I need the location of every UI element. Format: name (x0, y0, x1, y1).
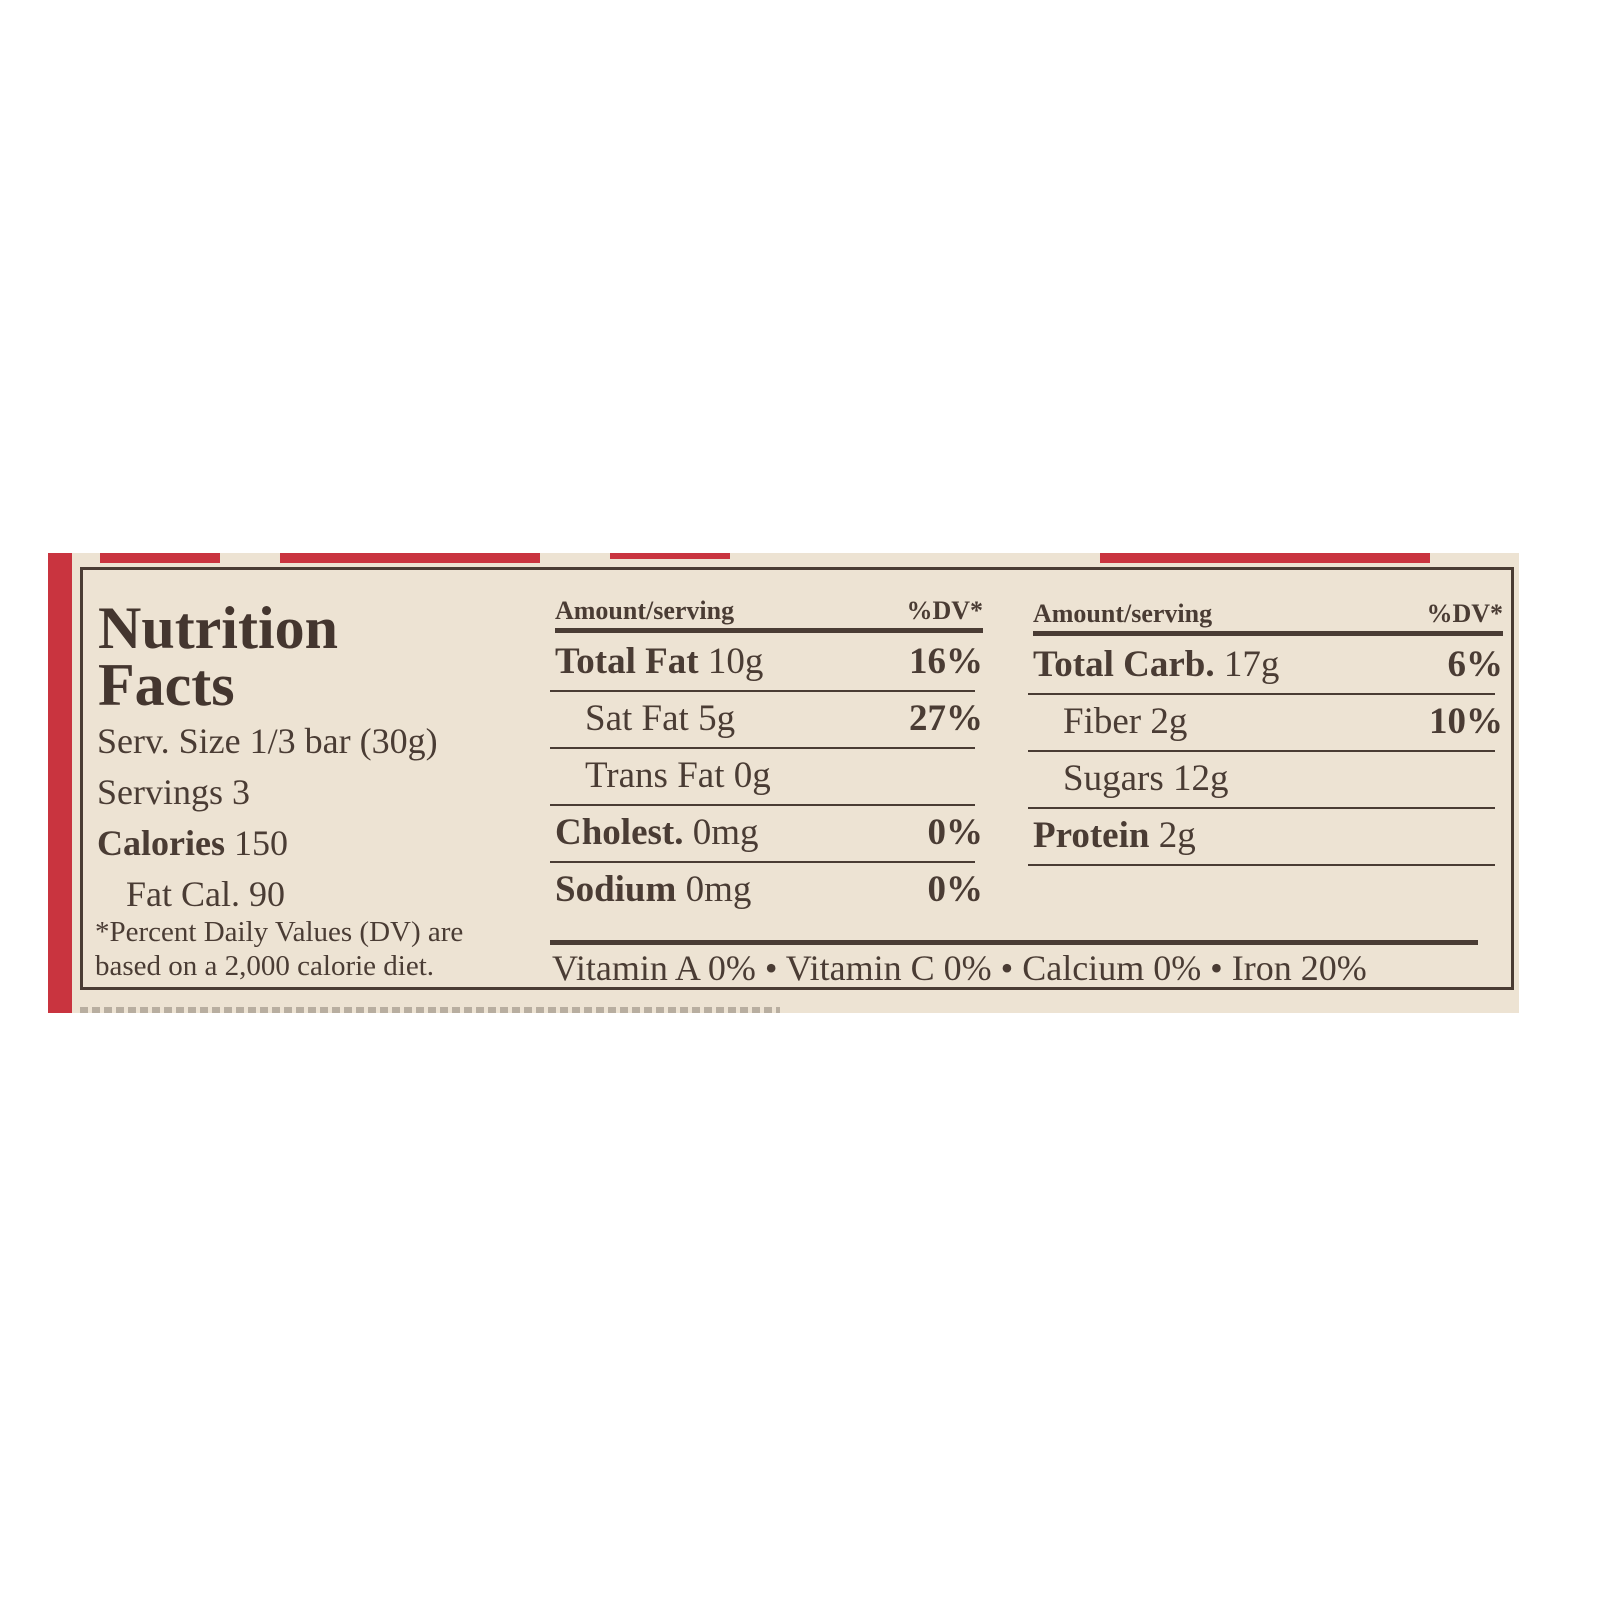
vitamins-minerals: Vitamin A 0% • Vitamin C 0% • Calcium 0%… (552, 948, 1367, 988)
serving-size: Serv. Size 1/3 bar (30g) (97, 721, 438, 761)
nutrient-row: Sodium 0mg (555, 869, 752, 910)
footnote-line-2: based on a 2,000 calorie diet. (95, 950, 435, 982)
nutrition-facts-box (80, 567, 1514, 990)
title-line-2: Facts (98, 652, 235, 718)
header-amount: Amount/serving (1033, 599, 1213, 628)
red-edge-decoration (610, 553, 730, 559)
fat-calories: Fat Cal. 90 (126, 874, 285, 914)
title-line-1: Nutrition (98, 595, 338, 661)
servings: Servings 3 (97, 772, 250, 812)
divider (550, 747, 975, 749)
header-dv: %DV* (906, 596, 983, 625)
divider (1028, 807, 1495, 809)
nutrient-row: Cholest. 0mg (555, 812, 759, 853)
divider (550, 940, 1478, 945)
nutrient-row: Sat Fat 5g (585, 698, 736, 739)
nutrient-dv: 0% (927, 812, 984, 853)
nutrient-row: Trans Fat 0g (585, 755, 771, 796)
red-edge-decoration (48, 553, 72, 1013)
red-edge-decoration (1100, 553, 1430, 563)
divider (550, 690, 975, 692)
nutrient-dv: 10% (1429, 701, 1503, 742)
header-amount: Amount/serving (555, 596, 735, 625)
divider (550, 804, 975, 806)
nutrient-row: Total Carb. 17g (1033, 644, 1280, 685)
divider (1028, 693, 1495, 695)
divider (555, 628, 983, 633)
calories: Calories 150 (97, 823, 288, 863)
nutrient-row: Total Fat 10g (555, 641, 764, 682)
red-edge-decoration (100, 553, 220, 563)
nutrient-dv: 6% (1447, 644, 1504, 685)
nutrient-row: Sugars 12g (1063, 758, 1229, 799)
divider (550, 861, 975, 863)
divider (1028, 864, 1495, 866)
footnote-line-1: *Percent Daily Values (DV) are (95, 916, 464, 948)
nutrient-row: Protein 2g (1033, 815, 1196, 856)
red-edge-decoration (280, 553, 540, 563)
divider (1033, 631, 1503, 636)
divider (1028, 750, 1495, 752)
nutrient-dv: 16% (909, 641, 983, 682)
nutrient-dv: 0% (927, 869, 984, 910)
nutrient-dv: 27% (909, 698, 983, 739)
nutrient-row: Fiber 2g (1063, 701, 1188, 742)
ingredients-text-cut-off (80, 1007, 780, 1013)
header-dv: %DV* (1426, 599, 1503, 628)
